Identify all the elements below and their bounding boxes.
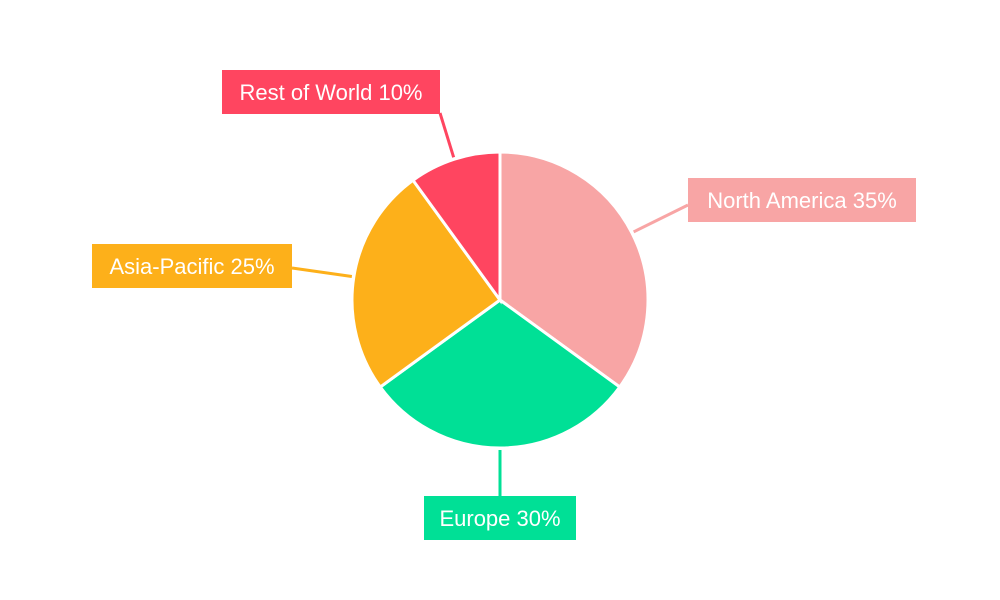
data-label-europe: Europe 30%: [439, 506, 560, 531]
pie-slice-rest-of-world[interactable]: [410, 150, 502, 305]
data-label-box-rest-of-world: [222, 70, 440, 114]
data-label-north-america: North America 35%: [707, 188, 897, 213]
leader-line-asia-pacific: [291, 266, 353, 279]
data-label-box-asia-pacific: [92, 244, 292, 288]
pie-slice-north-america[interactable]: [498, 150, 650, 390]
data-label-box-north-america: [688, 178, 916, 222]
leader-line-rest-of-world: [438, 112, 456, 158]
pie-slice-europe[interactable]: [378, 298, 622, 450]
data-label-asia-pacific: Asia-Pacific 25%: [109, 254, 274, 279]
data-label-box-europe: [424, 496, 576, 540]
pie-slice-asia-pacific[interactable]: [350, 178, 503, 390]
data-label-rest-of-world: Rest of World 10%: [239, 80, 422, 105]
leader-line-north-america: [632, 203, 689, 234]
